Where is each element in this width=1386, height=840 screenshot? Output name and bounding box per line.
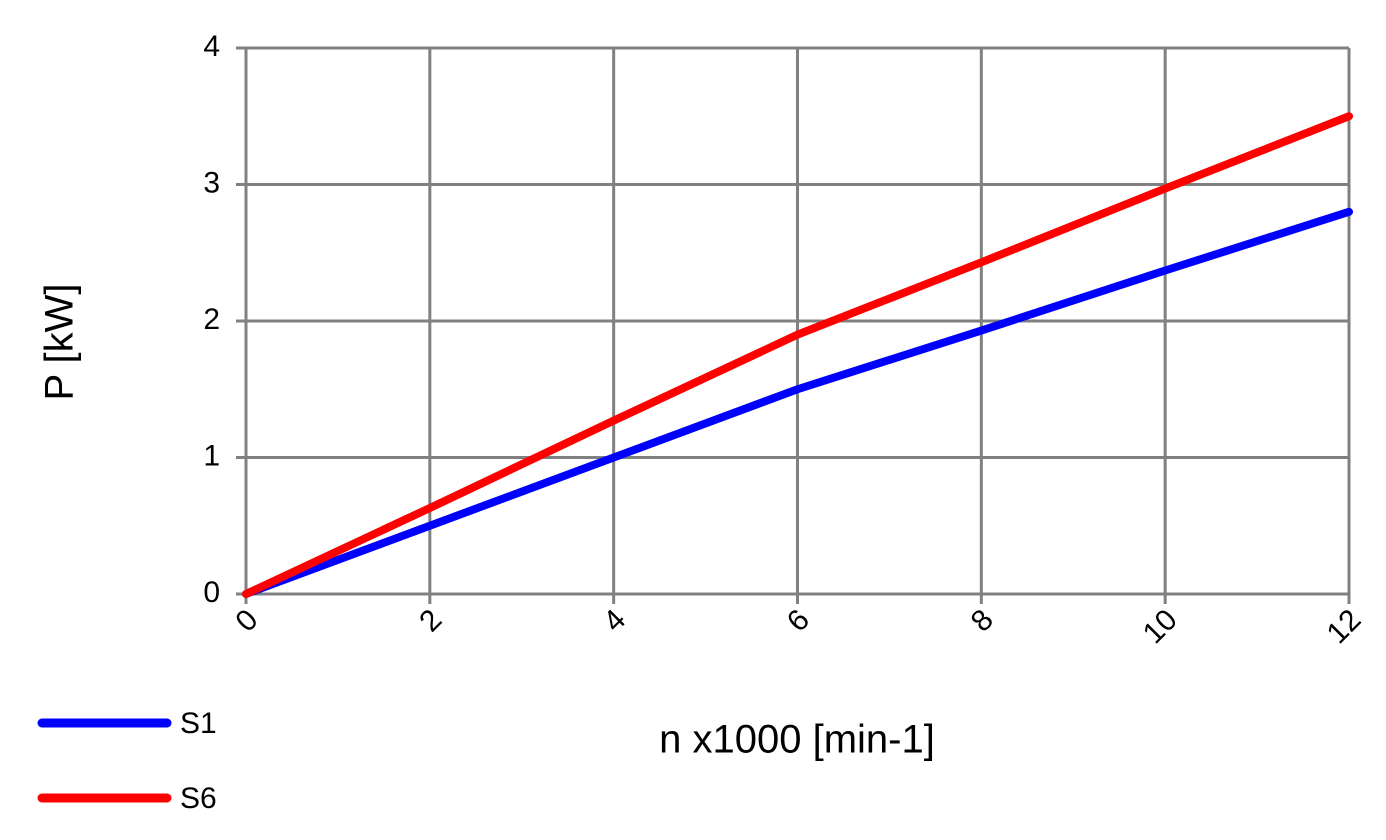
x-tick-label: 6 xyxy=(781,603,816,638)
x-tick-label: 10 xyxy=(1137,603,1184,650)
y-tick-label: 1 xyxy=(203,439,220,472)
y-axis-title: P [kW] xyxy=(38,283,82,400)
y-tick-label: 2 xyxy=(203,303,220,336)
y-tick-label: 4 xyxy=(203,30,220,63)
x-tick-label: 4 xyxy=(597,603,632,638)
x-axis-title: n x1000 [min-1] xyxy=(659,718,935,762)
legend-label: S1 xyxy=(180,707,217,740)
y-tick-label: 3 xyxy=(203,166,220,199)
x-tick-label: 2 xyxy=(413,603,448,638)
x-tick-label: 12 xyxy=(1321,603,1368,650)
y-tick-label: 0 xyxy=(203,576,220,609)
x-tick-label: 8 xyxy=(965,603,1000,638)
data-line xyxy=(242,207,1353,598)
legend-label: S6 xyxy=(180,782,217,815)
data-line xyxy=(242,112,1353,598)
x-tick-label: 0 xyxy=(229,603,264,638)
